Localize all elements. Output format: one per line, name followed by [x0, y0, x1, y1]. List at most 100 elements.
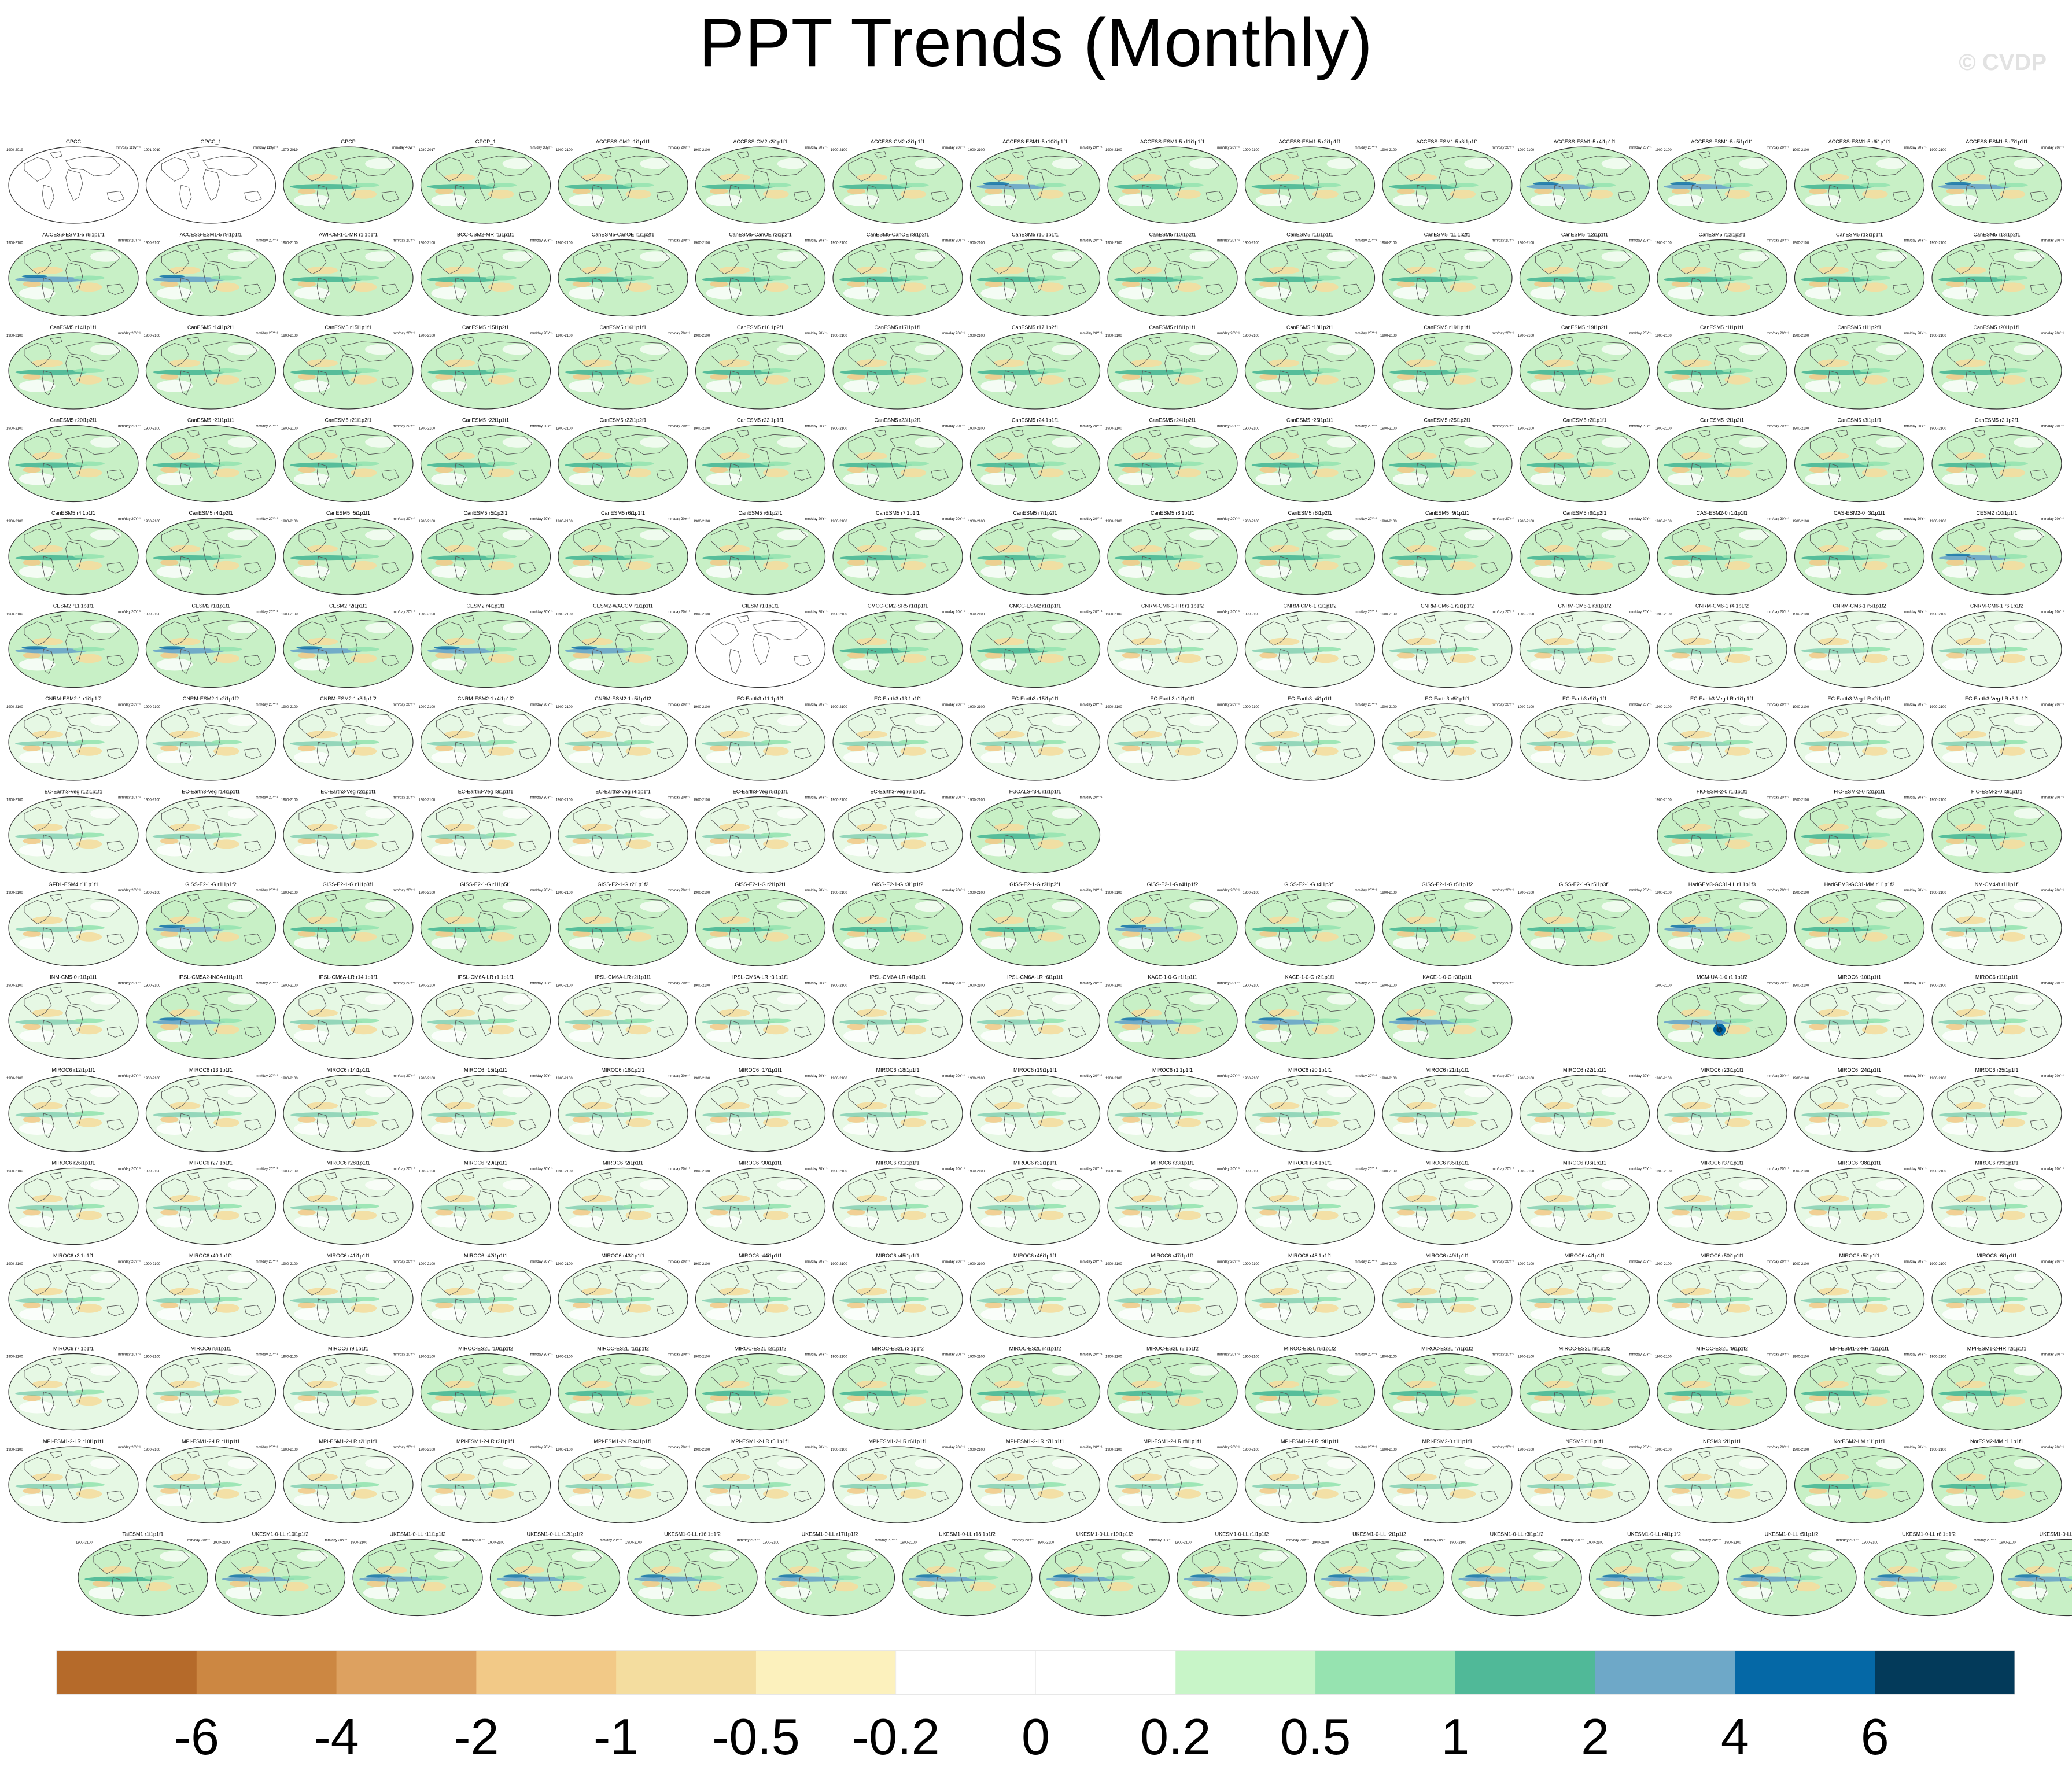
panel-years: 1900-2100 [1105, 334, 1122, 338]
panel-years: 1900-2100 [831, 427, 847, 431]
map-panel: CanESM5 r23i1p2f1 1900-2100 mm/day 20Y⁻¹ [831, 418, 965, 503]
map-panel: UKESM1-0-LL r2i1p1f2 1900-2100 mm/day 20Y⁻… [1312, 1532, 1447, 1617]
map-panel: GISS-E2-1-G r1i1p3f1 1900-2100 mm/day 20Y⁻… [281, 881, 415, 966]
colorbar-swatch [196, 1651, 337, 1694]
panel-title: CAS-ESM2-0 r1i1p1f1 [1696, 510, 1747, 516]
panel-years: 1900-2100 [1930, 1077, 1946, 1080]
panel-units: mm/day 20Y⁻¹ [805, 239, 828, 243]
panel-years: 1900-2100 [1930, 706, 1946, 709]
panel-title: MIROC6 r47i1p1f1 [1151, 1253, 1194, 1259]
panel-years: 1900-2100 [1999, 1541, 2016, 1545]
map-panel: CanESM5 r6i1p2f1 1900-2100 mm/day 20Y⁻¹ [694, 510, 828, 595]
panel-units: mm/day 20Y⁻¹ [1355, 889, 1377, 892]
panel-years: 1900-2100 [1175, 1541, 1192, 1545]
map-panel: GISS-E2-1-G r1i1p5f1 1900-2100 mm/day 20Y⁻… [419, 881, 553, 966]
panel-title: MPI-ESM1-2-LR r9i1p1f1 [1281, 1438, 1339, 1444]
panel-units: mm/day 20Y⁻¹ [1080, 425, 1103, 429]
panel-title: MIROC6 r49i1p1f1 [1425, 1253, 1469, 1259]
map-panel: MIROC6 r23i1p1f1 1900-2100 mm/day 20Y⁻¹ [1655, 1067, 1789, 1152]
panel-units: mm/day 20Y⁻¹ [1561, 1539, 1584, 1543]
panel-title: UKESM1-0-LL r11i1p1f2 [389, 1532, 445, 1537]
panel-title: MPI-ESM1-2-LR r4i1p1f1 [593, 1438, 652, 1444]
panel-units: mm/day 20Y⁻¹ [1767, 146, 1789, 150]
panel-title: MIROC6 r6i1p1f1 [1977, 1253, 2017, 1259]
map-panel: MPI-ESM1-2-LR r2i1p1f1 1900-2100 mm/day 20… [281, 1438, 415, 1523]
map-panel: INM-CM5-0 r1i1p1f1 1900-2100 mm/day 20Y⁻¹ [6, 975, 141, 1060]
panel-years: 1900-2100 [1450, 1541, 1466, 1545]
panel-years: 1900-2100 [1793, 242, 1809, 245]
panel-units: mm/day 20Y⁻¹ [1217, 1260, 1240, 1264]
panel-units: mm/day 20Y⁻¹ [668, 703, 690, 707]
panel-units: mm/day 20Y⁻¹ [1767, 1260, 1789, 1264]
map-panel: CMCC-ESM2 r1i1p1f1 1900-2100 mm/day 20Y⁻¹ [968, 603, 1103, 688]
panel-years: 1900-2100 [6, 334, 23, 338]
panel-units: mm/day 20Y⁻¹ [942, 332, 965, 335]
panel-title: KACE-1-0-G r2i1p1f1 [1285, 975, 1335, 980]
panel-title: MIROC-ES2L r2i1p1f2 [735, 1346, 787, 1352]
panel-title: ACCESS-ESM1-5 r10i1p1f1 [1002, 139, 1068, 145]
panel-years: 1900-2100 [419, 891, 436, 895]
panel-units: mm/day 20Y⁻¹ [805, 611, 828, 614]
map-panel: MIROC6 r8i1p1f1 1900-2100 mm/day 20Y⁻¹ [144, 1346, 278, 1431]
panel-years: 1900-2100 [419, 334, 436, 338]
map-panel: CanESM5 r24i1p2f1 1900-2100 mm/day 20Y⁻¹ [1105, 418, 1240, 503]
panel-years: 1900-2100 [556, 520, 573, 523]
panel-years: 1900-2100 [1380, 706, 1397, 709]
panel-units: mm/day 20Y⁻¹ [530, 1353, 553, 1357]
map-panel: CESM2-WACCM r1i1p1f1 1900-2100 mm/day 20Y⁻… [556, 603, 690, 688]
panel-title: EC-Earth3 r6i1p1f1 [1425, 696, 1469, 702]
panel-units: mm/day 20Y⁻¹ [1080, 1446, 1103, 1449]
panel-title: MIROC6 r42i1p1f1 [464, 1253, 507, 1259]
map-panel: MIROC-ES2L r1i1p1f2 1900-2100 mm/day 20Y⁻¹ [556, 1346, 690, 1431]
panel-years: 1900-2100 [556, 613, 573, 617]
panel-years: 1900-2100 [281, 427, 298, 431]
panel-years: 1900-2100 [144, 706, 161, 709]
map-panel: CanESM5 r16i1p1f1 1900-2100 mm/day 20Y⁻¹ [556, 324, 690, 410]
panel-title: IPSL-CM6A-LR r4i1p1f1 [869, 975, 926, 980]
panel-years: 1900-2100 [144, 1077, 161, 1080]
map-panel: CanESM5 r19i1p1f1 1900-2100 mm/day 20Y⁻¹ [1380, 324, 1514, 410]
colorbar-swatch [57, 1651, 197, 1694]
panel-units: mm/day 20Y⁻¹ [1217, 146, 1240, 150]
map-panel: MPI-ESM1-2-LR r3i1p1f1 1900-2100 mm/day 20… [419, 1438, 553, 1523]
panel-title: CESM2-WACCM r1i1p1f1 [593, 603, 653, 609]
panel-units: mm/day 20Y⁻¹ [1492, 1446, 1514, 1449]
map-panel: EC-Earth3 r4i1p1f1 1900-2100 mm/day 20Y⁻¹ [1243, 696, 1377, 781]
panel-units: mm/day 20Y⁻¹ [1012, 1539, 1034, 1543]
panel-years: 1900-2100 [556, 242, 573, 245]
map-panel: MIROC-ES2L r5i1p1f2 1900-2100 mm/day 20Y⁻¹ [1105, 1346, 1240, 1431]
panel-years: 1900-2100 [1930, 149, 1946, 152]
map-panel: MIROC6 r10i1p1f1 1900-2100 mm/day 20Y⁻¹ [1793, 975, 1927, 1060]
panel-years: 1901-2019 [144, 149, 161, 152]
panel-title: MIROC-ES2L r4i1p1f2 [1009, 1346, 1061, 1352]
panel-units: mm/day 20Y⁻¹ [256, 1446, 278, 1449]
map-panel: CanESM5 r7i1p1f1 1900-2100 mm/day 20Y⁻¹ [831, 510, 965, 595]
panel-title: EC-Earth3-Veg r5i1p1f1 [733, 789, 788, 795]
panel-units: mm/day 20Y⁻¹ [668, 1075, 690, 1078]
map-panel: EC-Earth3-Veg r6i1p1f1 1900-2100 mm/day 20… [831, 789, 965, 874]
panel-years: 1900-2100 [419, 613, 436, 617]
panel-years: 1900-2100 [1793, 1077, 1809, 1080]
panel-title: MIROC6 r31i1p1f1 [876, 1160, 919, 1166]
panel-units: mm/day 20Y⁻¹ [668, 425, 690, 429]
panel-years: 1900-2100 [419, 799, 436, 802]
panel-title: INM-CM4-8 r1i1p1f1 [1973, 881, 2021, 887]
panel-units: mm/day 20Y⁻¹ [1355, 1075, 1377, 1078]
panel-years: 1900-2100 [1243, 520, 1260, 523]
map-panel: CanESM5 r11i1p2f1 1900-2100 mm/day 20Y⁻¹ [1380, 232, 1514, 317]
panel-units: mm/day 20Y⁻¹ [1217, 425, 1240, 429]
panel-title: MIROC-ES2L r1i1p1f2 [597, 1346, 649, 1352]
map-panel: CanESM5 r25i1p2f1 1900-2100 mm/day 20Y⁻¹ [1380, 418, 1514, 503]
panel-title: MIROC6 r18i1p1f1 [876, 1067, 919, 1073]
panel-years: 1900-2100 [281, 242, 298, 245]
colorbar: -6 -4 -2 -1 -0.5 -0.2 0 0.2 0.5 1 2 4 6 [56, 1650, 2015, 1765]
panel-title: MIROC-ES2L r8i1p1f2 [1559, 1346, 1611, 1352]
panel-units: mm/day 20Y⁻¹ [1904, 982, 1927, 986]
map-panel: CanESM5 r1i1p1f1 1900-2100 mm/day 20Y⁻¹ [1655, 324, 1789, 410]
panel-units: mm/day 20Y⁻¹ [1492, 1168, 1514, 1171]
map-panel: MIROC6 r41i1p1f1 1900-2100 mm/day 20Y⁻¹ [281, 1253, 415, 1338]
panel-units: mm/day 20Y⁻¹ [1217, 1446, 1240, 1449]
panel-title: ACCESS-ESM1-5 r11i1p1f1 [1140, 139, 1205, 145]
panel-years: 1900-2100 [1930, 520, 1946, 523]
panel-years: 1900-2100 [1930, 1356, 1946, 1359]
